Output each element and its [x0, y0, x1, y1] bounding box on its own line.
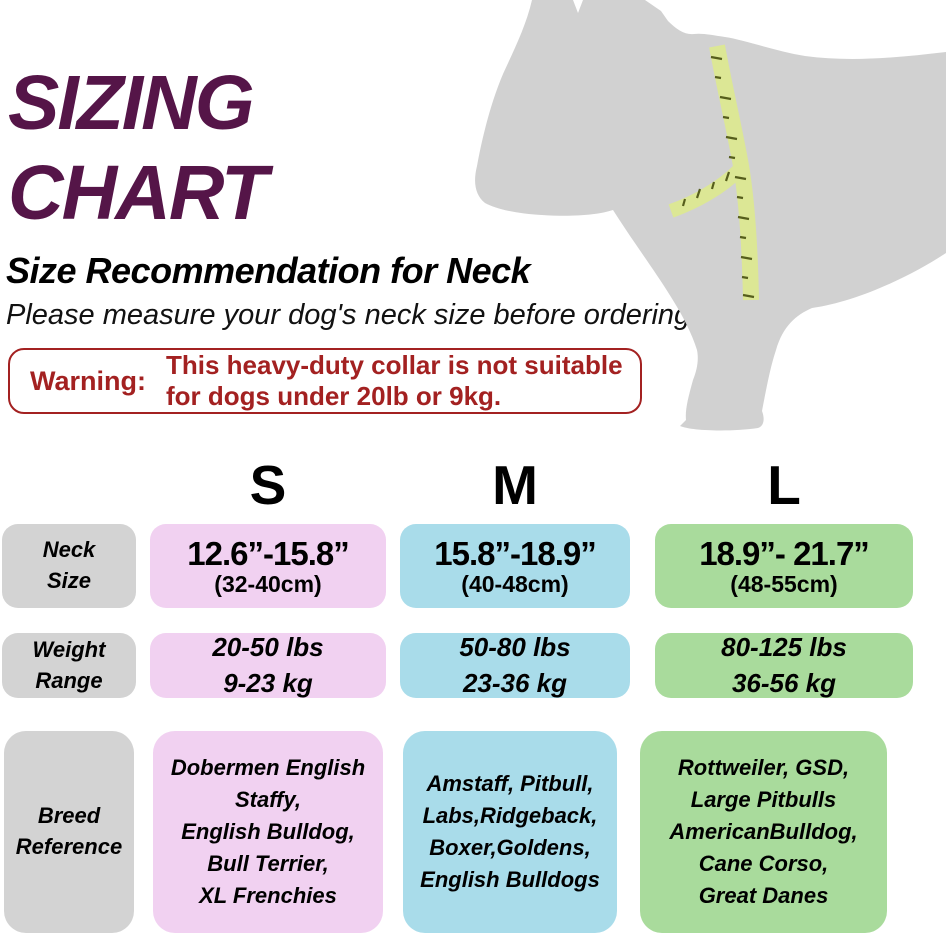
cell-neck-size-l: 18.9”- 21.7” (48-55cm): [655, 524, 913, 608]
column-header-size-m: M: [492, 454, 538, 516]
weight-range-s-text: 20-50 lbs 9-23 kg: [212, 632, 324, 698]
cell-breed-reference-s: Dobermen English Staffy, English Bulldog…: [153, 731, 383, 933]
subtitle: Size Recommendation for Neck: [6, 250, 531, 291]
cell-neck-size-s: 12.6”-15.8” (32-40cm): [150, 524, 386, 608]
dog-silhouette-illustration: [475, 0, 946, 431]
row-label-breed-reference-text: Breed Reference: [15, 803, 123, 859]
row-label-breed-reference: Breed Reference: [4, 731, 134, 933]
row-label-neck-size-text: Neck Size: [42, 537, 96, 593]
measure-instruction: Please measure your dog's neck size befo…: [6, 299, 691, 331]
row-label-weight-range-text: Weight Range: [32, 636, 106, 693]
page-title-line2: CHART: [8, 150, 268, 236]
column-header-size-s: S: [249, 454, 287, 516]
neck-size-s-inches: 12.6”-15.8”: [187, 534, 349, 572]
neck-size-l-cm: (48-55cm): [730, 570, 838, 597]
breed-reference-m-text: Amstaff, Pitbull, Labs,Ridgeback, Boxer,…: [420, 771, 600, 892]
warning-message-line1: This heavy-duty collar is not suitable: [165, 350, 623, 381]
cell-breed-reference-m: Amstaff, Pitbull, Labs,Ridgeback, Boxer,…: [403, 731, 617, 933]
page-title: SIZING CHART: [8, 58, 268, 238]
row-label-weight-range: Weight Range: [2, 633, 136, 698]
neck-size-l-inches: 18.9”- 21.7”: [699, 534, 870, 572]
measuring-tape-branch: [668, 164, 744, 218]
dog-body-silhouette: [475, 0, 946, 431]
page-title-line1: SIZING: [8, 60, 255, 146]
breed-reference-l-text: Rottweiler, GSD, Large Pitbulls American…: [669, 755, 858, 908]
measuring-tape-main: [709, 44, 759, 301]
warning-message-line2: for dogs under 20lb or 9kg.: [165, 381, 502, 411]
measuring-tape-ticks: [681, 55, 755, 299]
breed-reference-s-text: Dobermen English Staffy, English Bulldog…: [170, 755, 366, 908]
cell-weight-range-s: 20-50 lbs 9-23 kg: [150, 632, 386, 698]
row-label-neck-size: Neck Size: [2, 524, 136, 608]
cell-neck-size-m: 15.8”-18.9” (40-48cm): [400, 524, 630, 608]
cell-breed-reference-l: Rottweiler, GSD, Large Pitbulls American…: [640, 731, 887, 933]
neck-size-m-cm: (40-48cm): [461, 570, 569, 597]
warning-box: Warning: This heavy-duty collar is not s…: [8, 348, 642, 414]
weight-range-l-text: 80-125 lbs 36-56 kg: [721, 632, 847, 698]
cell-weight-range-l: 80-125 lbs 36-56 kg: [655, 632, 913, 698]
weight-range-m-text: 50-80 lbs 23-36 kg: [459, 632, 571, 698]
neck-size-s-cm: (32-40cm): [214, 570, 322, 597]
warning-label: Warning:: [30, 365, 146, 396]
cell-weight-range-m: 50-80 lbs 23-36 kg: [400, 632, 630, 698]
warning-message: This heavy-duty collar is not suitable f…: [166, 350, 623, 411]
column-header-size-l: L: [767, 454, 801, 516]
neck-size-m-inches: 15.8”-18.9”: [434, 534, 596, 572]
